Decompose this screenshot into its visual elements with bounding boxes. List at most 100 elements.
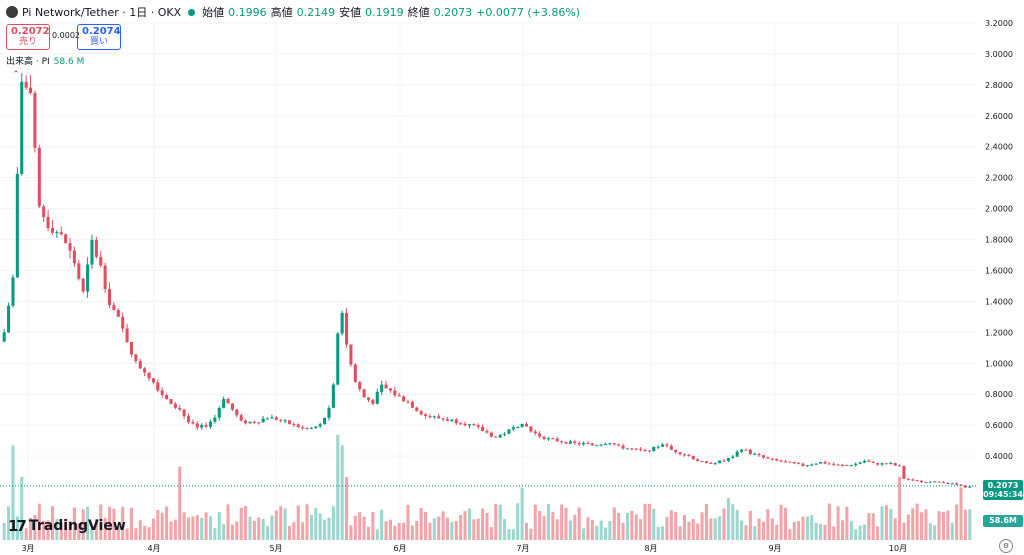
candle-body bbox=[459, 423, 463, 425]
candle-body bbox=[959, 484, 963, 486]
price-tick-label: 0.6000 bbox=[985, 421, 1013, 430]
candle-body bbox=[388, 388, 392, 391]
candle-body bbox=[520, 423, 524, 427]
volume-bar bbox=[898, 477, 902, 540]
candle-body bbox=[204, 424, 208, 427]
candle-body bbox=[494, 436, 498, 438]
candle-body bbox=[424, 414, 428, 417]
volume-bar bbox=[116, 525, 120, 540]
candle-body bbox=[902, 466, 906, 479]
volume-bar bbox=[687, 521, 691, 540]
volume-bar bbox=[353, 515, 357, 540]
candle-body bbox=[731, 456, 735, 458]
volume-bar bbox=[709, 518, 713, 540]
candle-body bbox=[836, 464, 840, 466]
candle-body bbox=[467, 424, 471, 426]
candle-body bbox=[753, 453, 757, 455]
volume-bar bbox=[823, 524, 827, 540]
volume-bar bbox=[371, 511, 375, 540]
volume-bar bbox=[2, 523, 6, 540]
candle-body bbox=[213, 417, 217, 422]
candle-body bbox=[226, 398, 230, 404]
tradingview-logo[interactable]: 17 TradingView bbox=[8, 517, 126, 535]
candle-body bbox=[42, 206, 46, 217]
time-tick-label: 8月 bbox=[644, 544, 657, 553]
volume-bar bbox=[498, 504, 502, 540]
volume-bar bbox=[77, 523, 81, 540]
volume-label: 出来高 · PI bbox=[6, 57, 50, 67]
volume-bar bbox=[652, 508, 656, 540]
open-label: 始値 bbox=[202, 6, 225, 19]
volume-bar bbox=[919, 512, 924, 540]
candle-body bbox=[156, 382, 160, 391]
candle-body bbox=[924, 482, 928, 484]
volume-bar bbox=[669, 510, 673, 540]
volume-bar bbox=[902, 522, 906, 540]
candle-body bbox=[678, 452, 682, 455]
volume-bar bbox=[573, 514, 577, 540]
volume-bar bbox=[937, 511, 941, 540]
candle-body bbox=[112, 304, 116, 310]
volume-bar bbox=[744, 525, 748, 540]
price-tick-label: 1.2000 bbox=[985, 328, 1013, 337]
volume-bar bbox=[86, 506, 90, 540]
volume-bar bbox=[15, 516, 19, 540]
candle-body bbox=[195, 423, 199, 428]
candle-body bbox=[674, 449, 678, 453]
candle-body bbox=[485, 430, 489, 433]
volume-bar bbox=[761, 521, 766, 540]
volume-bar bbox=[358, 512, 362, 540]
candle-body bbox=[187, 416, 191, 423]
chart-settings-icon[interactable]: ⚙ bbox=[999, 539, 1013, 553]
candle-body bbox=[669, 445, 673, 450]
volume-bar bbox=[643, 503, 647, 540]
volume-bar bbox=[955, 504, 959, 540]
volume-bar bbox=[173, 519, 177, 540]
candle-body bbox=[11, 277, 15, 306]
candle-body bbox=[586, 442, 590, 444]
volume-bar bbox=[165, 506, 169, 540]
buy-button[interactable]: 0.2074 買い bbox=[77, 24, 121, 50]
volume-bar bbox=[327, 517, 331, 540]
candle-body bbox=[489, 432, 493, 437]
volume-bar bbox=[274, 510, 278, 540]
volume-bar bbox=[538, 511, 542, 540]
volume-bar bbox=[296, 505, 300, 540]
candle-body bbox=[296, 424, 300, 428]
volume-bar bbox=[143, 525, 147, 540]
volume-bar bbox=[827, 503, 831, 540]
candle-body bbox=[867, 460, 871, 462]
brand-name: TradingView bbox=[28, 518, 126, 534]
volume-bar bbox=[366, 526, 371, 540]
candle-body bbox=[86, 264, 90, 292]
candle-body bbox=[463, 423, 467, 426]
candle-body bbox=[906, 478, 910, 480]
collapse-chevron-icon[interactable]: ⌃ bbox=[12, 70, 20, 80]
volume-bar bbox=[467, 508, 471, 540]
candle-body bbox=[827, 463, 831, 465]
sell-button[interactable]: 0.2072 売り bbox=[6, 24, 50, 50]
candle-body bbox=[665, 444, 669, 446]
candle-body bbox=[941, 482, 946, 484]
candle-body bbox=[595, 445, 599, 447]
volume-bar bbox=[603, 527, 608, 540]
price-tick-label: 2.0000 bbox=[985, 205, 1013, 214]
time-tick-label: 6月 bbox=[393, 544, 406, 553]
close-label: 終値 bbox=[407, 6, 430, 19]
candle-body bbox=[573, 441, 577, 444]
volume-bar bbox=[582, 528, 586, 540]
candle-body bbox=[661, 444, 665, 447]
volume-bar bbox=[156, 510, 160, 540]
volume-bar bbox=[169, 521, 173, 540]
candle-body bbox=[801, 463, 805, 466]
volume-bar bbox=[345, 477, 349, 540]
volume-bar bbox=[121, 506, 125, 540]
time-tick-label: 3月 bbox=[21, 544, 34, 553]
volume-bar bbox=[621, 522, 625, 540]
candle-body bbox=[318, 424, 322, 427]
price-tick-label: 3.2000 bbox=[985, 19, 1013, 28]
volume-bar bbox=[178, 466, 182, 540]
candle-body bbox=[90, 239, 94, 265]
candle-body bbox=[849, 465, 853, 467]
